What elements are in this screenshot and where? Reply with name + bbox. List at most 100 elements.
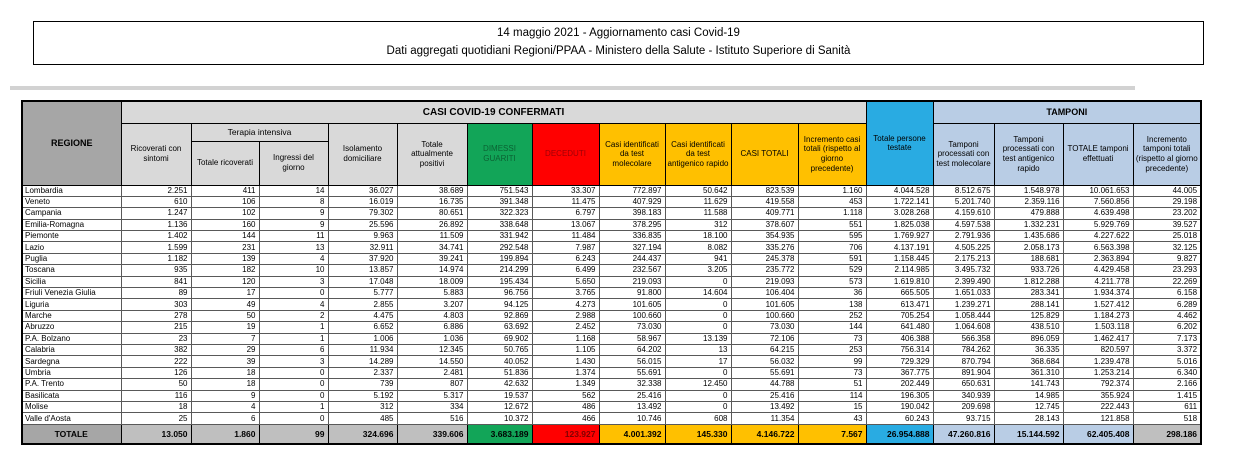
- value-cell: 823.539: [730, 184, 799, 197]
- table-row: P.A. Bolzano 23 7 1 1.006 1.036 69.902 1.168 58.…: [21, 332, 1202, 345]
- value-cell: 13.492: [730, 400, 799, 414]
- value-cell: 36.335: [993, 343, 1064, 357]
- value-cell: 4: [258, 252, 329, 266]
- region-cell: Umbria: [21, 366, 122, 380]
- total-row: TOTALE 13.050 1.860 99 324.696 339.606 3.683.1…: [21, 423, 1202, 445]
- value-cell: 5.777: [327, 286, 398, 300]
- value-cell: 73: [797, 332, 867, 345]
- header-attualmente-positivi: Totale attualmente positivi: [396, 122, 468, 186]
- value-cell: 209.698: [932, 400, 995, 414]
- total-value-cell: 3.683.189: [466, 423, 533, 445]
- region-cell: Calabria: [21, 343, 122, 357]
- total-value-cell: 15.144.592: [993, 423, 1064, 445]
- total-value-cell: 1.860: [190, 423, 260, 445]
- value-cell: 466: [531, 412, 600, 425]
- value-cell: 6.499: [531, 264, 600, 277]
- value-cell: 12.745: [993, 400, 1064, 414]
- value-cell: 792.374: [1062, 378, 1134, 391]
- value-cell: 398.183: [598, 207, 666, 220]
- table-row: Basilicata 116 9 0 5.192 5.317 19.537 562 25.416…: [21, 389, 1202, 402]
- value-cell: 73.030: [598, 321, 666, 334]
- value-cell: 641.480: [865, 321, 934, 334]
- value-cell: 13.857: [327, 264, 398, 277]
- value-cell: 33.307: [531, 184, 600, 197]
- value-cell: 3.205: [664, 264, 732, 277]
- value-cell: 1: [258, 400, 329, 414]
- value-cell: 102: [190, 207, 260, 220]
- value-cell: 73.030: [730, 321, 799, 334]
- value-cell: 2.399.490: [932, 275, 995, 289]
- value-cell: 44.788: [730, 378, 799, 391]
- value-cell: 573: [797, 275, 867, 289]
- value-cell: 14.985: [993, 389, 1064, 402]
- value-cell: 6.797: [531, 207, 600, 220]
- region-cell: Basilicata: [21, 389, 122, 402]
- value-cell: 114: [797, 389, 867, 402]
- value-cell: 6.202: [1132, 321, 1202, 334]
- table-row: Toscana 935 182 10 13.857 14.974 214.299 6.499 2…: [21, 264, 1202, 277]
- header-persone-testate: Totale persone testate: [865, 100, 934, 186]
- region-cell: Lazio: [21, 241, 122, 254]
- total-value-cell: 62.405.408: [1062, 423, 1134, 445]
- value-cell: 14.289: [327, 355, 398, 368]
- region-cell: Valle d'Aosta: [21, 412, 122, 425]
- value-cell: 9: [258, 218, 329, 232]
- value-cell: 2.359.116: [993, 195, 1064, 209]
- value-cell: 42.632: [466, 378, 533, 391]
- value-cell: 1.374: [531, 366, 600, 380]
- value-cell: 222.443: [1062, 400, 1134, 414]
- value-cell: 438.510: [993, 321, 1064, 334]
- total-value-cell: 13.050: [120, 423, 192, 445]
- value-cell: 13.067: [531, 218, 600, 232]
- value-cell: 2.452: [531, 321, 600, 334]
- table-row: Sicilia 841 120 3 17.048 18.009 195.434 5.650 21…: [21, 275, 1202, 289]
- region-cell: Abruzzo: [21, 321, 122, 334]
- value-cell: 2.166: [1132, 378, 1202, 391]
- value-cell: 0: [258, 366, 329, 380]
- value-cell: 219.093: [730, 275, 799, 289]
- value-cell: 101.605: [730, 298, 799, 311]
- value-cell: 2.791.936: [932, 230, 995, 243]
- table-row: Molise 18 4 1 312 334 12.672 486 13.492 0 13.492 15…: [21, 400, 1202, 414]
- value-cell: 6: [258, 343, 329, 357]
- value-cell: 935: [120, 264, 192, 277]
- value-cell: 253: [797, 343, 867, 357]
- value-cell: 25.416: [730, 389, 799, 402]
- value-cell: 1.527.412: [1062, 298, 1134, 311]
- value-cell: 56.015: [598, 355, 666, 368]
- value-cell: 23.293: [1132, 264, 1202, 277]
- value-cell: 4.044.528: [865, 184, 934, 197]
- value-cell: 144: [190, 230, 260, 243]
- total-label-cell: TOTALE: [21, 423, 122, 445]
- value-cell: 665.505: [865, 286, 934, 300]
- header-regione: REGIONE: [21, 100, 122, 186]
- value-cell: 56.032: [730, 355, 799, 368]
- value-cell: 25: [120, 412, 192, 425]
- value-cell: 11.588: [664, 207, 732, 220]
- value-cell: 16.735: [396, 195, 468, 209]
- value-cell: 40.052: [466, 355, 533, 368]
- value-cell: 9: [190, 389, 260, 402]
- value-cell: 1.651.033: [932, 286, 995, 300]
- value-cell: 739: [327, 378, 398, 391]
- region-cell: P.A. Trento: [21, 378, 122, 391]
- value-cell: 14.974: [396, 264, 468, 277]
- value-cell: 3.765: [531, 286, 600, 300]
- header-casi-totali: CASI TOTALI: [730, 122, 799, 186]
- value-cell: 5.883: [396, 286, 468, 300]
- value-cell: 870.794: [932, 355, 995, 368]
- value-cell: 6.243: [531, 252, 600, 266]
- value-cell: 336.835: [598, 230, 666, 243]
- value-cell: 51: [797, 378, 867, 391]
- value-cell: 0: [664, 275, 732, 289]
- region-cell: Puglia: [21, 252, 122, 266]
- value-cell: 9.963: [327, 230, 398, 243]
- value-cell: 79.302: [327, 207, 398, 220]
- table-row: Umbria 126 18 0 2.337 2.481 51.836 1.374 55.691 0…: [21, 366, 1202, 380]
- value-cell: 1.934.374: [1062, 286, 1134, 300]
- value-cell: 93.715: [932, 412, 995, 425]
- value-cell: 331.942: [466, 230, 533, 243]
- value-cell: 37.920: [327, 252, 398, 266]
- value-cell: 1.812.288: [993, 275, 1064, 289]
- value-cell: 100.660: [598, 309, 666, 323]
